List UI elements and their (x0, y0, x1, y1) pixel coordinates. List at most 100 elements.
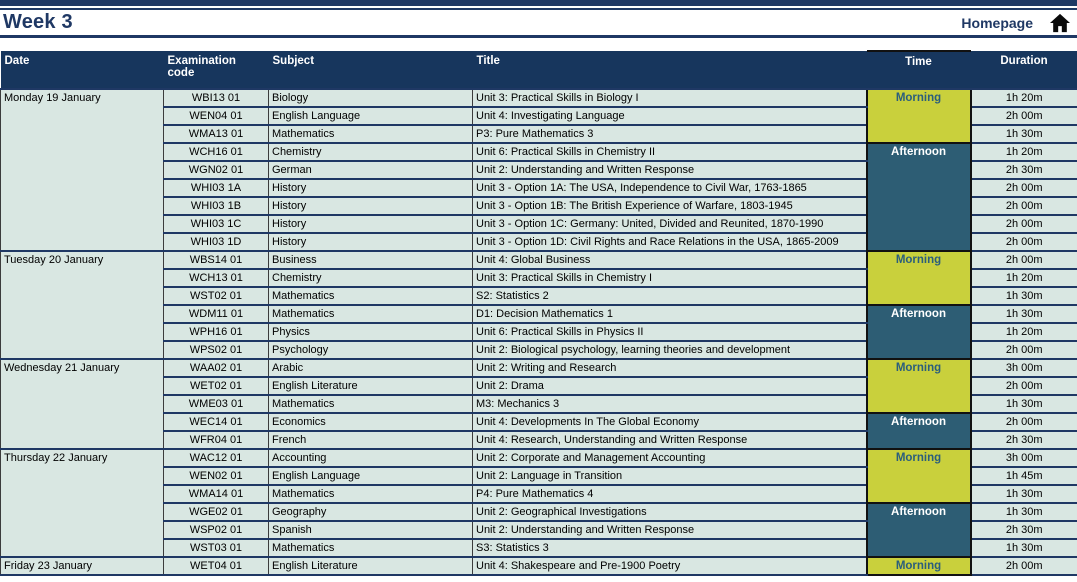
title-cell: Unit 4: Investigating Language (472, 106, 867, 126)
exam-code-cell: WCH13 01 (163, 268, 269, 288)
duration-cell: 1h 20m (970, 322, 1077, 342)
table-row: WET02 01 English Literature Unit 2: Drama 2… (1, 376, 1077, 396)
title-cell: S2: Statistics 2 (472, 286, 867, 306)
time-cell-afternoon: Afternoon (865, 412, 972, 450)
table-row: WEC14 01 Economics Unit 4: Developments In… (1, 412, 1077, 450)
title-cell: Unit 2: Writing and Research (472, 358, 867, 378)
duration-cell: 1h 30m (970, 304, 1077, 324)
title-cell: Unit 2: Drama (472, 376, 867, 396)
title-cell: P4: Pure Mathematics 4 (472, 484, 867, 504)
table-row: Wednesday 21 January WAA02 01 Arabic Unit 2… (0, 358, 1077, 450)
homepage-link[interactable]: Homepage (961, 13, 1071, 33)
title-band: Week 3 Homepage (0, 8, 1077, 38)
header-date: Date (0, 51, 164, 90)
day-group: Wednesday 21 January WAA02 01 Arabic Unit 2… (0, 358, 1077, 450)
duration-cell: 1h 30m (970, 124, 1077, 144)
home-icon[interactable] (1049, 13, 1071, 33)
table-row: WFR04 01 French Unit 4: Research, Understa… (1, 430, 1077, 450)
exam-code-cell: WGE02 01 (163, 502, 269, 522)
title-cell: S3: Statistics 3 (472, 538, 867, 558)
table-row: WPH16 01 Physics Unit 6: Practical Skills … (1, 322, 1077, 342)
time-cell-morning: Morning (865, 448, 972, 504)
header-title: Title (472, 51, 867, 90)
title-cell: Unit 4: Developments In The Global Econo… (472, 412, 867, 432)
header-time: Time (866, 50, 971, 90)
subject-cell: English Language (268, 106, 473, 126)
title-cell: Unit 2: Language in Transition (472, 466, 867, 486)
subject-cell: English Literature (268, 376, 473, 396)
exam-code-cell: WMA14 01 (163, 484, 269, 504)
page-title: Week 3 (3, 11, 73, 33)
duration-cell: 1h 30m (970, 286, 1077, 306)
title-cell: Unit 6: Practical Skills in Physics II (472, 322, 867, 342)
duration-cell: 1h 20m (970, 88, 1077, 108)
duration-cell: 1h 20m (970, 142, 1077, 162)
exam-code-cell: WST02 01 (163, 286, 269, 306)
title-cell: Unit 2: Corporate and Management Account… (472, 448, 867, 468)
duration-cell: 1h 20m (970, 268, 1077, 288)
exam-code-cell: WBS14 01 (163, 250, 269, 270)
exam-code-cell: WMA13 01 (163, 124, 269, 144)
subject-cell: Spanish (268, 520, 473, 540)
subject-cell: Mathematics (268, 124, 473, 144)
subject-cell: History (268, 196, 473, 216)
title-cell: Unit 6: Practical Skills in Chemistry II (472, 142, 867, 162)
subject-cell: German (268, 160, 473, 180)
title-cell: Unit 4: Global Business (472, 250, 867, 270)
subject-cell: Psychology (268, 340, 473, 360)
table-row: WHI03 1B History Unit 3 - Option 1B: The B… (1, 196, 1077, 216)
top-navy-strip (0, 0, 1077, 6)
homepage-label: Homepage (961, 14, 1033, 31)
title-cell: Unit 3 - Option 1D: Civil Rights and Rac… (472, 232, 867, 252)
subject-cell: Accounting (268, 448, 473, 468)
table-row: WST02 01 Mathematics S2: Statistics 2 1h 30… (1, 286, 1077, 306)
exam-code-cell: WSP02 01 (163, 520, 269, 540)
title-cell: Unit 4: Research, Understanding and Writ… (472, 430, 867, 450)
exam-code-cell: WST03 01 (163, 538, 269, 558)
duration-cell: 2h 30m (970, 160, 1077, 180)
table-row: WST03 01 Mathematics S3: Statistics 3 1h 30… (1, 538, 1077, 558)
title-cell: Unit 2: Geographical Investigations (472, 502, 867, 522)
duration-cell: 2h 00m (970, 214, 1077, 234)
table-row: Friday 23 January WET04 01 English Literat… (0, 556, 1077, 576)
time-cell-morning: Morning (865, 556, 972, 576)
header-examination-code: Examination code (163, 51, 269, 90)
duration-cell: 2h 00m (970, 196, 1077, 216)
day-group: Thursday 22 January WAC12 01 Accounting Uni… (0, 448, 1077, 558)
exam-code-cell: WBI13 01 (163, 88, 269, 108)
table-row: WMA14 01 Mathematics P4: Pure Mathematics … (1, 484, 1077, 504)
exam-code-cell: WFR04 01 (163, 430, 269, 450)
subject-cell: History (268, 214, 473, 234)
time-cell-morning: Morning (865, 358, 972, 414)
subject-cell: Mathematics (268, 538, 473, 558)
subject-cell: History (268, 178, 473, 198)
exam-code-cell: WHI03 1B (163, 196, 269, 216)
time-cell-afternoon: Afternoon (865, 502, 972, 558)
date-cell: Tuesday 20 January (0, 250, 164, 360)
subject-cell: Economics (268, 412, 473, 432)
exam-code-cell: WDM11 01 (163, 304, 269, 324)
title-cell: P3: Pure Mathematics 3 (472, 124, 867, 144)
subject-cell: Physics (268, 322, 473, 342)
table-row: WGN02 01 German Unit 2: Understanding and … (1, 160, 1077, 180)
header-duration: Duration (970, 51, 1077, 90)
table-row: WHI03 1D History Unit 3 - Option 1D: Civil… (1, 232, 1077, 252)
duration-cell: 1h 30m (970, 394, 1077, 414)
day-group: Monday 19 January WBI13 01 Biology Unit 3: … (0, 88, 1077, 252)
duration-cell: 2h 30m (970, 430, 1077, 450)
table-header: Date Examination code Subject Title Time… (0, 50, 1077, 90)
duration-cell: 2h 00m (970, 232, 1077, 252)
title-cell: Unit 2: Understanding and Written Respon… (472, 160, 867, 180)
duration-cell: 1h 30m (970, 538, 1077, 558)
time-cell-morning: Morning (865, 88, 972, 144)
table-row: WHI03 1A History Unit 3 - Option 1A: The U… (1, 178, 1077, 198)
duration-cell: 2h 30m (970, 520, 1077, 540)
duration-cell: 2h 00m (970, 412, 1077, 432)
duration-cell: 3h 00m (970, 358, 1077, 378)
subject-cell: History (268, 232, 473, 252)
duration-cell: 2h 00m (970, 250, 1077, 270)
exam-code-cell: WET02 01 (163, 376, 269, 396)
subject-cell: Geography (268, 502, 473, 522)
table-row: Thursday 22 January WAC12 01 Accounting Uni… (0, 448, 1077, 558)
exam-code-cell: WEN02 01 (163, 466, 269, 486)
